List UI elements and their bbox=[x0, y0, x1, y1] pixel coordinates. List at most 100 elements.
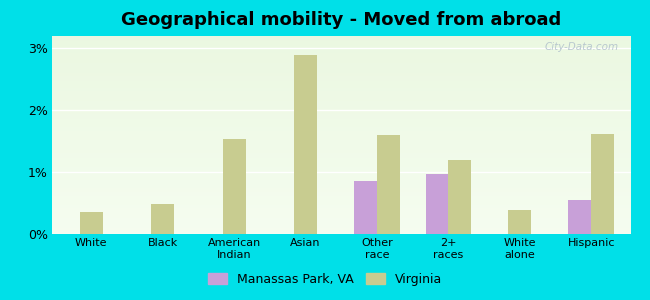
Bar bbox=[52, 57, 630, 58]
Bar bbox=[52, 101, 630, 102]
Bar bbox=[52, 208, 630, 209]
Bar bbox=[52, 121, 630, 122]
Bar bbox=[52, 202, 630, 203]
Bar bbox=[568, 200, 592, 234]
Bar bbox=[52, 54, 630, 55]
Bar bbox=[52, 167, 630, 168]
Bar bbox=[52, 67, 630, 68]
Bar bbox=[52, 45, 630, 46]
Bar bbox=[52, 105, 630, 106]
Bar bbox=[52, 217, 630, 218]
Bar bbox=[52, 156, 630, 157]
Bar bbox=[52, 223, 630, 224]
Bar bbox=[52, 142, 630, 143]
Bar bbox=[52, 229, 630, 230]
Bar bbox=[52, 76, 630, 78]
Bar bbox=[52, 159, 630, 160]
Bar bbox=[52, 181, 630, 182]
Bar bbox=[52, 38, 630, 39]
Bar bbox=[52, 115, 630, 116]
Legend: Manassas Park, VA, Virginia: Manassas Park, VA, Virginia bbox=[203, 268, 447, 291]
Bar bbox=[52, 106, 630, 107]
Text: City-Data.com: City-Data.com bbox=[545, 42, 619, 52]
Bar bbox=[52, 126, 630, 127]
Bar bbox=[52, 168, 630, 169]
Bar bbox=[52, 51, 630, 52]
Bar bbox=[52, 140, 630, 141]
Bar bbox=[52, 65, 630, 66]
Bar bbox=[52, 165, 630, 166]
Bar bbox=[426, 174, 448, 234]
Bar bbox=[52, 145, 630, 146]
Bar bbox=[354, 182, 377, 234]
Bar bbox=[52, 79, 630, 80]
Bar bbox=[151, 204, 174, 234]
Bar bbox=[52, 196, 630, 197]
Bar bbox=[52, 138, 630, 139]
Bar bbox=[52, 185, 630, 187]
Bar bbox=[52, 44, 630, 45]
Bar bbox=[52, 134, 630, 135]
Bar bbox=[52, 139, 630, 140]
Bar bbox=[52, 83, 630, 85]
Bar bbox=[52, 37, 630, 38]
Bar bbox=[52, 195, 630, 196]
Bar bbox=[52, 99, 630, 100]
Bar bbox=[52, 194, 630, 195]
Bar bbox=[52, 64, 630, 65]
Bar bbox=[52, 162, 630, 163]
Bar bbox=[52, 154, 630, 155]
Bar bbox=[52, 120, 630, 121]
Bar bbox=[52, 187, 630, 188]
Bar bbox=[52, 118, 630, 119]
Bar bbox=[52, 73, 630, 74]
Bar bbox=[592, 134, 614, 234]
Bar bbox=[52, 41, 630, 42]
Bar bbox=[52, 169, 630, 170]
Bar bbox=[52, 114, 630, 115]
Bar bbox=[294, 55, 317, 234]
Bar bbox=[52, 171, 630, 172]
Bar bbox=[52, 61, 630, 62]
Bar bbox=[52, 88, 630, 89]
Bar bbox=[52, 94, 630, 95]
Bar bbox=[52, 227, 630, 228]
Bar bbox=[52, 40, 630, 41]
Bar bbox=[52, 123, 630, 124]
Bar bbox=[52, 177, 630, 178]
Bar bbox=[52, 102, 630, 103]
Bar bbox=[52, 109, 630, 110]
Bar bbox=[52, 148, 630, 149]
Bar bbox=[52, 211, 630, 212]
Bar bbox=[52, 143, 630, 144]
Bar bbox=[52, 216, 630, 217]
Bar bbox=[223, 139, 246, 234]
Bar bbox=[52, 92, 630, 93]
Bar bbox=[52, 153, 630, 154]
Bar bbox=[508, 211, 531, 234]
Bar bbox=[52, 82, 630, 83]
Bar bbox=[52, 212, 630, 213]
Bar bbox=[52, 85, 630, 86]
Bar bbox=[52, 224, 630, 225]
Bar bbox=[52, 72, 630, 73]
Bar bbox=[52, 190, 630, 191]
Bar bbox=[52, 50, 630, 51]
Bar bbox=[52, 70, 630, 71]
Bar bbox=[52, 155, 630, 156]
Bar bbox=[52, 119, 630, 120]
Bar bbox=[52, 206, 630, 207]
Bar bbox=[52, 226, 630, 227]
Bar bbox=[52, 112, 630, 113]
Bar bbox=[52, 163, 630, 164]
Bar bbox=[52, 220, 630, 221]
Bar bbox=[52, 192, 630, 194]
Bar bbox=[80, 212, 103, 234]
Bar bbox=[52, 85, 630, 86]
Bar bbox=[377, 135, 400, 234]
Bar bbox=[52, 125, 630, 126]
Bar bbox=[52, 127, 630, 128]
Bar bbox=[52, 95, 630, 96]
Bar bbox=[52, 107, 630, 108]
Bar bbox=[52, 221, 630, 222]
